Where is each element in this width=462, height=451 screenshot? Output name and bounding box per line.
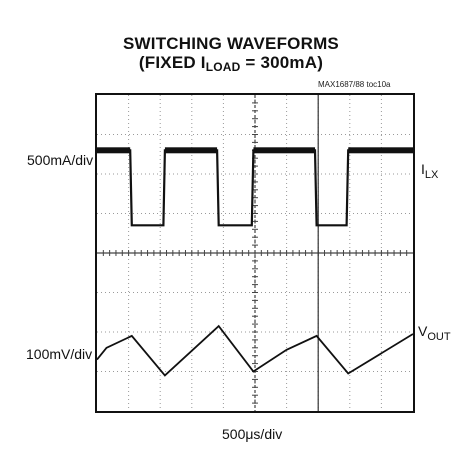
ilx-noise-band xyxy=(164,147,218,154)
ilx-name: I xyxy=(421,161,425,177)
ilx-noise-band xyxy=(97,147,131,154)
ilx-noise-band xyxy=(253,147,316,154)
ilx-noise-band xyxy=(348,147,413,154)
x-axis-label: 500μs/div xyxy=(222,426,283,442)
vout-series-label: VOUT xyxy=(418,323,451,343)
chart-title: SWITCHING WAVEFORMS xyxy=(123,34,339,53)
subtitle-suffix: = 300mA) xyxy=(240,53,324,72)
series-vout-trace xyxy=(97,324,413,377)
ilx-scale-label: 500mA/div xyxy=(27,152,94,168)
ilx-name-sub: LX xyxy=(424,168,439,181)
vout-scale-label: 100mV/div xyxy=(26,346,93,362)
series-ilx-trace xyxy=(97,149,413,227)
ilx-series-label: ILX xyxy=(421,161,438,181)
subtitle-subscript: LOAD xyxy=(205,60,241,74)
plot-svg xyxy=(97,95,413,411)
subtitle-prefix: (FIXED I xyxy=(138,53,206,72)
toc-label: MAX1687/88 toc10a xyxy=(318,80,391,89)
vout-name: V xyxy=(418,323,428,339)
vout-name-sub: OUT xyxy=(427,330,451,343)
oscilloscope-plot xyxy=(95,93,415,413)
chart-subtitle: (FIXED ILOAD = 300mA) xyxy=(0,53,462,74)
